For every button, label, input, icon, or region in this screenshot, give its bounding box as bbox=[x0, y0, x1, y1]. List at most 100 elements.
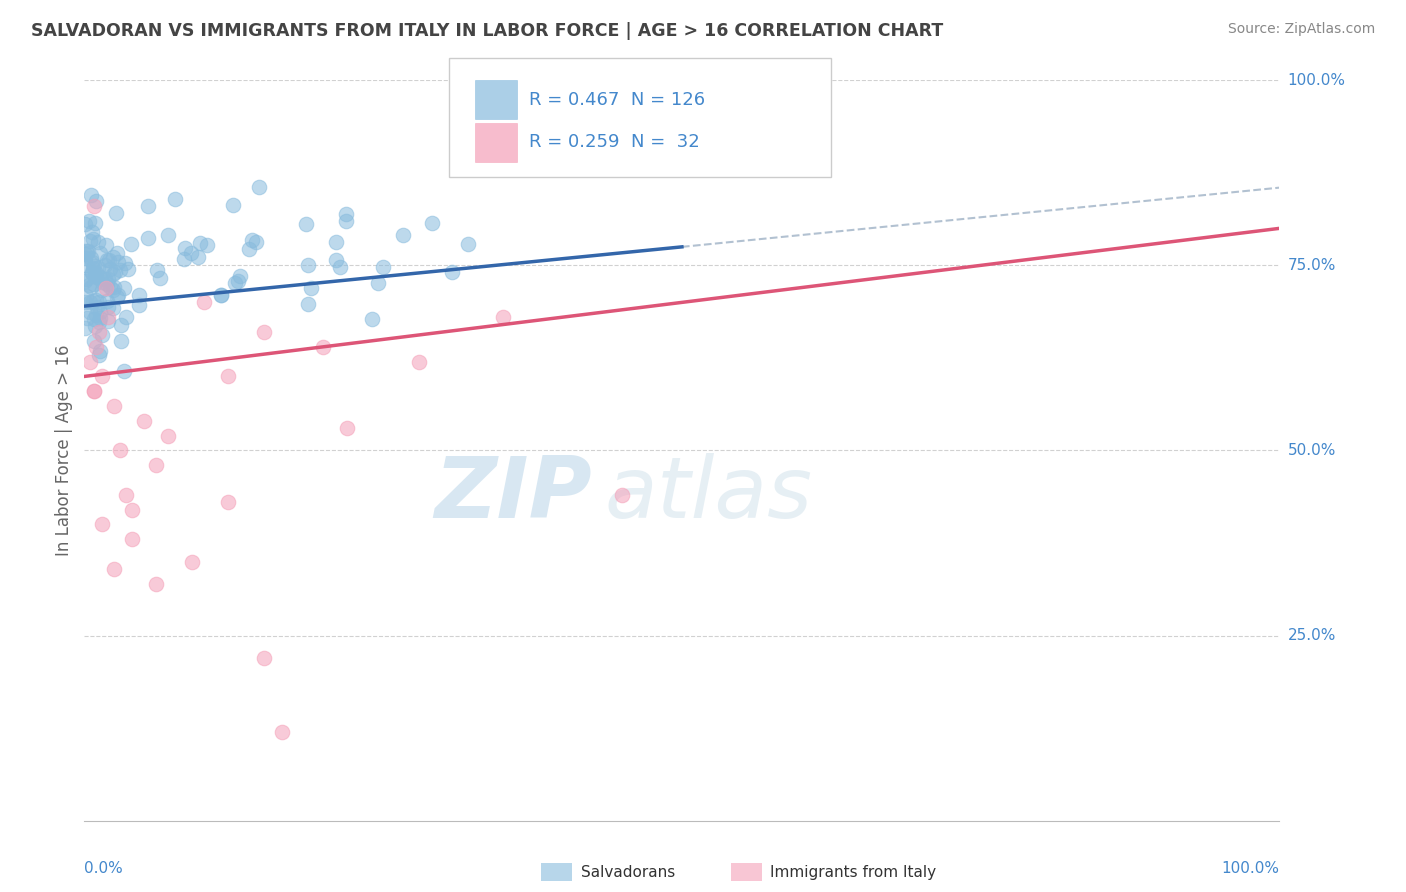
Point bbox=[226, 274, 249, 288]
Point bbox=[82, 261, 104, 276]
Point bbox=[336, 421, 359, 435]
Point bbox=[84, 293, 107, 307]
Point bbox=[91, 369, 114, 384]
Point bbox=[98, 280, 121, 294]
Point bbox=[79, 354, 101, 368]
Point bbox=[87, 295, 110, 310]
Point bbox=[195, 237, 218, 252]
Point bbox=[103, 562, 125, 576]
Point bbox=[146, 263, 169, 277]
Point bbox=[97, 300, 120, 314]
Point bbox=[312, 340, 335, 354]
Point bbox=[97, 272, 120, 286]
Text: R = 0.259  N =  32: R = 0.259 N = 32 bbox=[529, 134, 700, 152]
Point bbox=[79, 214, 101, 228]
FancyBboxPatch shape bbox=[449, 58, 831, 177]
Point bbox=[82, 266, 104, 280]
Point bbox=[79, 305, 101, 319]
Text: Immigrants from Italy: Immigrants from Italy bbox=[770, 865, 936, 880]
Point bbox=[94, 238, 117, 252]
Point bbox=[83, 216, 105, 230]
Point bbox=[82, 254, 104, 268]
Point bbox=[82, 293, 104, 308]
Text: Source: ZipAtlas.com: Source: ZipAtlas.com bbox=[1227, 22, 1375, 37]
Point bbox=[325, 252, 347, 267]
Point bbox=[75, 272, 97, 286]
Point bbox=[120, 237, 142, 252]
Point bbox=[77, 244, 100, 258]
Point bbox=[163, 192, 186, 206]
Point bbox=[145, 576, 167, 591]
Point bbox=[86, 340, 108, 354]
Point bbox=[82, 231, 104, 245]
Point bbox=[86, 260, 108, 275]
Point bbox=[73, 246, 96, 260]
Point bbox=[107, 288, 129, 302]
Point bbox=[75, 244, 97, 259]
Point bbox=[209, 288, 232, 302]
Point bbox=[89, 344, 111, 359]
Point bbox=[128, 297, 150, 311]
Point bbox=[96, 277, 118, 292]
Point bbox=[181, 555, 204, 569]
Point bbox=[87, 348, 110, 362]
Point bbox=[107, 255, 129, 269]
Point bbox=[247, 180, 270, 194]
Point bbox=[76, 310, 98, 325]
Point bbox=[83, 384, 105, 399]
Point bbox=[105, 290, 128, 304]
Point bbox=[82, 225, 104, 239]
Point bbox=[87, 325, 110, 339]
Point bbox=[136, 231, 159, 245]
Text: atlas: atlas bbox=[605, 453, 813, 536]
Point bbox=[80, 265, 103, 279]
Point bbox=[101, 268, 124, 282]
Point bbox=[90, 283, 112, 297]
Point bbox=[80, 188, 103, 202]
Point bbox=[83, 311, 105, 326]
Text: 100.0%: 100.0% bbox=[1288, 73, 1346, 87]
Point bbox=[121, 502, 143, 516]
Text: Salvadorans: Salvadorans bbox=[581, 865, 675, 880]
Point bbox=[217, 495, 239, 509]
Point bbox=[295, 217, 318, 231]
Point bbox=[117, 262, 139, 277]
Point bbox=[101, 250, 124, 264]
Point bbox=[156, 228, 179, 243]
Point bbox=[94, 258, 117, 272]
Point bbox=[101, 301, 124, 316]
Point bbox=[187, 251, 209, 265]
Point bbox=[325, 235, 347, 249]
Point bbox=[253, 325, 276, 339]
Point bbox=[492, 310, 515, 325]
Point bbox=[115, 310, 138, 325]
Point bbox=[80, 279, 103, 293]
Text: 50.0%: 50.0% bbox=[1288, 443, 1336, 458]
Point bbox=[84, 308, 107, 322]
Point bbox=[76, 246, 98, 260]
Point bbox=[157, 428, 180, 442]
Point bbox=[97, 253, 120, 268]
Point bbox=[297, 258, 319, 272]
Point bbox=[91, 517, 114, 532]
Point bbox=[94, 280, 117, 294]
Point bbox=[79, 234, 101, 248]
Point bbox=[128, 288, 150, 302]
Point bbox=[97, 310, 120, 325]
Point bbox=[75, 258, 97, 272]
Point bbox=[329, 260, 352, 274]
Text: 75.0%: 75.0% bbox=[1288, 258, 1336, 273]
Point bbox=[89, 311, 111, 326]
Point bbox=[180, 246, 202, 260]
Point bbox=[270, 724, 292, 739]
Point bbox=[371, 260, 394, 274]
Point bbox=[136, 199, 159, 213]
Point bbox=[105, 206, 128, 220]
Point bbox=[173, 241, 195, 255]
Point bbox=[84, 318, 107, 333]
Point bbox=[110, 443, 132, 458]
FancyBboxPatch shape bbox=[475, 123, 517, 161]
Point bbox=[86, 300, 108, 314]
Point bbox=[97, 314, 120, 328]
Point bbox=[299, 281, 322, 295]
